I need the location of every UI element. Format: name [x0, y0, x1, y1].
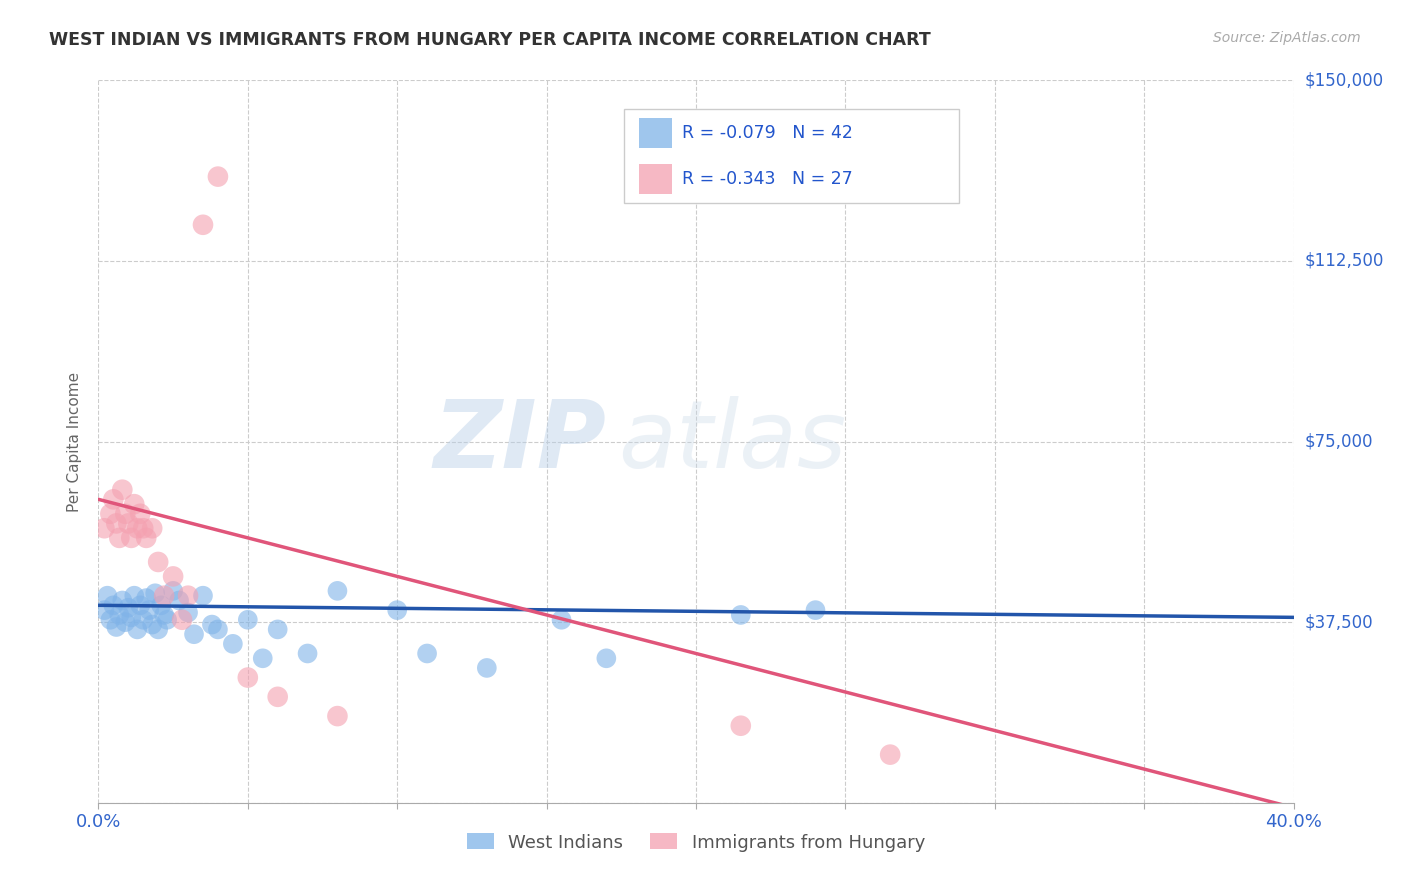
Legend: West Indians, Immigrants from Hungary: West Indians, Immigrants from Hungary — [460, 826, 932, 859]
Point — [804, 603, 827, 617]
Point — [207, 169, 229, 184]
Point — [132, 613, 155, 627]
Text: atlas: atlas — [619, 396, 846, 487]
Point — [167, 593, 190, 607]
Point — [98, 613, 122, 627]
Point — [201, 617, 224, 632]
Point — [111, 483, 134, 497]
Text: $112,500: $112,500 — [1305, 252, 1384, 270]
Point — [550, 613, 572, 627]
Point — [385, 603, 409, 617]
FancyBboxPatch shape — [624, 109, 959, 203]
Point — [730, 607, 752, 622]
Point — [297, 647, 319, 661]
Point — [120, 531, 142, 545]
Point — [103, 599, 125, 613]
Point — [148, 623, 170, 637]
Bar — [638, 118, 672, 148]
Point — [108, 607, 131, 622]
Point — [105, 620, 128, 634]
Text: ZIP: ZIP — [433, 395, 606, 488]
Point — [141, 521, 163, 535]
Point — [127, 623, 149, 637]
Point — [135, 591, 157, 606]
Point — [129, 507, 152, 521]
Point — [105, 516, 128, 531]
Point — [153, 607, 176, 622]
Point — [236, 671, 259, 685]
Point — [93, 521, 115, 535]
Point — [595, 651, 617, 665]
Point — [120, 610, 142, 624]
Point — [124, 589, 146, 603]
Point — [879, 747, 901, 762]
Point — [108, 531, 131, 545]
Point — [475, 661, 498, 675]
Point — [326, 583, 349, 598]
Point — [98, 507, 122, 521]
Point — [177, 606, 200, 620]
Text: R = -0.079   N = 42: R = -0.079 N = 42 — [682, 124, 852, 142]
Point — [96, 589, 118, 603]
Point — [191, 218, 214, 232]
Text: R = -0.343   N = 27: R = -0.343 N = 27 — [682, 170, 852, 188]
Point — [141, 617, 163, 632]
Point — [326, 709, 349, 723]
Point — [111, 593, 134, 607]
Y-axis label: Per Capita Income: Per Capita Income — [67, 371, 83, 512]
Point — [183, 627, 205, 641]
Point — [103, 492, 125, 507]
Point — [172, 613, 194, 627]
Point — [132, 521, 155, 535]
Point — [117, 516, 139, 531]
Point — [267, 623, 290, 637]
Point — [162, 583, 184, 598]
Point — [150, 599, 173, 613]
Point — [135, 531, 157, 545]
Point — [93, 603, 115, 617]
Point — [124, 497, 146, 511]
Text: Source: ZipAtlas.com: Source: ZipAtlas.com — [1213, 31, 1361, 45]
Point — [252, 651, 274, 665]
Point — [236, 613, 259, 627]
Point — [267, 690, 290, 704]
Point — [191, 589, 214, 603]
Bar — [638, 164, 672, 194]
Point — [177, 589, 200, 603]
Point — [416, 647, 439, 661]
Point — [143, 586, 166, 600]
Text: WEST INDIAN VS IMMIGRANTS FROM HUNGARY PER CAPITA INCOME CORRELATION CHART: WEST INDIAN VS IMMIGRANTS FROM HUNGARY P… — [49, 31, 931, 49]
Point — [138, 603, 160, 617]
Point — [162, 569, 184, 583]
Point — [222, 637, 245, 651]
Point — [148, 555, 170, 569]
Point — [730, 719, 752, 733]
Point — [114, 615, 136, 630]
Point — [127, 521, 149, 535]
Text: $75,000: $75,000 — [1305, 433, 1374, 450]
Point — [117, 600, 139, 615]
Point — [207, 623, 229, 637]
Text: $150,000: $150,000 — [1305, 71, 1384, 89]
Point — [156, 613, 179, 627]
Text: $37,500: $37,500 — [1305, 613, 1374, 632]
Point — [129, 599, 152, 613]
Point — [114, 507, 136, 521]
Point — [153, 589, 176, 603]
